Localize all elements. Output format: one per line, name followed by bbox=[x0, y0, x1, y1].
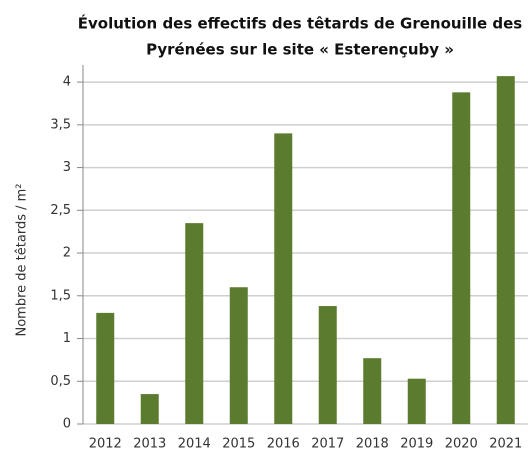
y-tick-label: 1 bbox=[63, 331, 71, 346]
bar bbox=[140, 394, 159, 424]
bar bbox=[96, 312, 115, 424]
bar bbox=[363, 358, 382, 424]
y-tick-label: 4 bbox=[63, 75, 71, 90]
x-tick-label: 2021 bbox=[489, 437, 522, 452]
x-tick-label: 2019 bbox=[400, 437, 433, 452]
bar bbox=[407, 378, 426, 424]
y-tick-label: 3 bbox=[63, 160, 71, 175]
y-tick-label: 2,5 bbox=[50, 203, 71, 218]
chart-title: Évolution des effectifs des têtards de G… bbox=[78, 14, 522, 33]
x-tick-label: 2015 bbox=[222, 437, 255, 452]
x-tick-label: 2017 bbox=[311, 437, 344, 452]
y-tick-label: 0,5 bbox=[50, 374, 71, 389]
x-tick-label: 2014 bbox=[178, 437, 211, 452]
bar bbox=[496, 76, 515, 424]
x-tick-label: 2020 bbox=[445, 437, 478, 452]
y-tick-label: 3,5 bbox=[50, 117, 71, 132]
bar bbox=[274, 133, 293, 424]
bar bbox=[318, 306, 337, 424]
bar bbox=[185, 223, 204, 424]
y-tick-label: 1,5 bbox=[50, 288, 71, 303]
y-tick-label: 2 bbox=[63, 246, 71, 261]
x-tick-label: 2016 bbox=[267, 437, 300, 452]
x-tick-label: 2012 bbox=[89, 437, 122, 452]
y-tick-label: 0 bbox=[63, 417, 71, 432]
bar bbox=[229, 287, 248, 424]
x-tick-label: 2013 bbox=[133, 437, 166, 452]
chart-title: Pyrénées sur le site « Esterençuby » bbox=[146, 41, 454, 59]
x-tick-label: 2018 bbox=[356, 437, 389, 452]
bar bbox=[452, 92, 471, 424]
y-axis-label: Nombre de têtards / m² bbox=[15, 184, 30, 337]
